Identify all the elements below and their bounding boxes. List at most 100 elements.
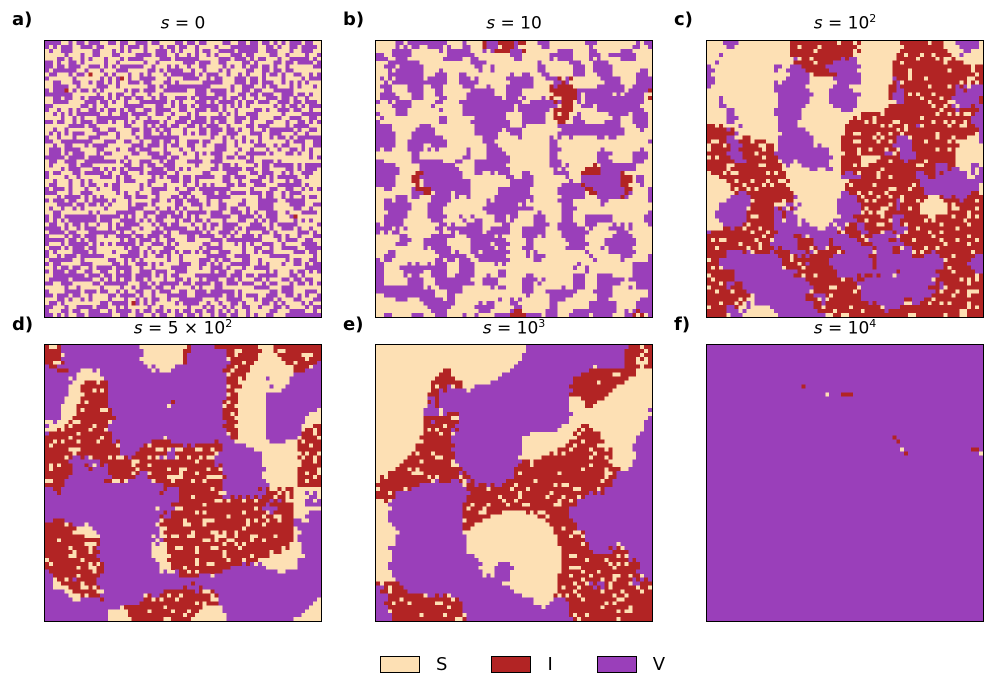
vaccinated-cells — [596, 56, 601, 61]
vaccinated-cells — [494, 218, 507, 223]
vaccinated-cells — [774, 218, 782, 223]
vaccinated-cells — [707, 609, 983, 614]
vaccinated-cells — [439, 119, 447, 124]
vaccinated-cells — [285, 234, 290, 239]
vaccinated-cells — [317, 281, 321, 286]
vaccinated-cells — [289, 269, 294, 274]
vaccinated-cells — [190, 443, 195, 448]
infected-cells — [718, 155, 731, 160]
vaccinated-cells — [305, 175, 310, 180]
vaccinated-cells — [640, 577, 645, 582]
vaccinated-cells — [108, 41, 116, 46]
vaccinated-cells — [707, 475, 983, 480]
vaccinated-cells — [632, 309, 637, 314]
vaccinated-cells — [96, 546, 152, 551]
vaccinated-cells — [190, 68, 195, 73]
vaccinated-cells — [718, 218, 747, 223]
vaccinated-cells — [648, 313, 652, 317]
vaccinated-cells — [45, 364, 49, 369]
infected-cells — [431, 427, 436, 432]
infected-cells — [281, 514, 294, 519]
infected-cells — [443, 601, 463, 606]
vaccinated-cells — [293, 123, 310, 128]
infected-cells — [908, 159, 924, 164]
vaccinated-cells — [261, 68, 270, 73]
infected-cells — [707, 163, 727, 168]
vaccinated-cells — [48, 206, 53, 211]
infected-cells — [198, 601, 203, 606]
vaccinated-cells — [309, 186, 314, 191]
vaccinated-cells — [376, 52, 384, 57]
vaccinated-cells — [253, 249, 258, 254]
infected-cells — [155, 597, 160, 602]
infected-cells — [179, 490, 219, 495]
vaccinated-cells — [64, 305, 69, 310]
vaccinated-cells — [592, 257, 597, 262]
vaccinated-cells — [123, 100, 128, 105]
infected-cells — [951, 123, 960, 128]
vaccinated-cells — [159, 455, 164, 460]
infected-cells — [592, 163, 597, 168]
vaccinated-cells — [52, 80, 61, 85]
infected-cells — [900, 119, 932, 124]
vaccinated-cells — [52, 419, 57, 424]
vaccinated-cells — [210, 131, 219, 136]
vaccinated-cells — [269, 218, 278, 223]
vaccinated-cells — [218, 601, 314, 606]
vaccinated-cells — [573, 72, 585, 77]
infected-cells — [466, 498, 503, 503]
vaccinated-cells — [470, 238, 507, 243]
vaccinated-cells — [218, 313, 227, 317]
infected-cells — [892, 68, 909, 73]
vaccinated-cells — [486, 198, 491, 203]
vaccinated-cells — [135, 297, 140, 302]
vaccinated-cells — [379, 84, 392, 89]
vaccinated-cells — [561, 202, 574, 207]
vaccinated-cells — [446, 384, 451, 389]
vaccinated-cells — [387, 561, 483, 566]
vaccinated-cells — [80, 115, 85, 120]
infected-cells — [876, 115, 920, 120]
vaccinated-cells — [119, 443, 144, 448]
vaccinated-cells — [900, 147, 913, 152]
vaccinated-cells — [549, 601, 570, 606]
vaccinated-cells — [265, 415, 306, 420]
vaccinated-cells — [860, 297, 905, 302]
vaccinated-cells — [439, 230, 444, 235]
infected-cells — [257, 506, 262, 511]
infected-cells — [584, 597, 617, 602]
vaccinated-cells — [285, 384, 321, 389]
vaccinated-cells — [376, 127, 392, 132]
vaccinated-cells — [108, 80, 113, 85]
vaccinated-cells — [202, 226, 207, 231]
vaccinated-cells — [96, 222, 101, 227]
vaccinated-cells — [876, 265, 944, 270]
vaccinated-cells — [577, 526, 652, 531]
vaccinated-cells — [592, 68, 613, 73]
infected-cells — [923, 249, 932, 254]
vaccinated-cells — [64, 313, 69, 317]
infected-cells — [506, 479, 534, 484]
vaccinated-cells — [238, 293, 243, 298]
vaccinated-cells — [151, 186, 168, 191]
vaccinated-cells — [139, 257, 144, 262]
infected-cells — [151, 439, 172, 444]
infected-cells — [80, 565, 89, 570]
vaccinated-cells — [636, 175, 645, 180]
infected-cells — [222, 408, 239, 413]
infected-cells — [880, 131, 889, 136]
vaccinated-cells — [309, 518, 321, 523]
infected-cells — [427, 400, 432, 405]
vaccinated-cells — [269, 289, 278, 294]
vaccinated-cells — [45, 293, 53, 298]
vaccinated-cells — [774, 234, 794, 239]
infected-cells — [943, 261, 968, 266]
vaccinated-cells — [632, 577, 637, 582]
vaccinated-cells — [206, 309, 215, 314]
vaccinated-cells — [305, 261, 310, 266]
vaccinated-cells — [281, 76, 286, 81]
vaccinated-cells — [72, 246, 85, 251]
vaccinated-cells — [293, 218, 298, 223]
vaccinated-cells — [439, 392, 570, 397]
vaccinated-cells — [68, 230, 77, 235]
